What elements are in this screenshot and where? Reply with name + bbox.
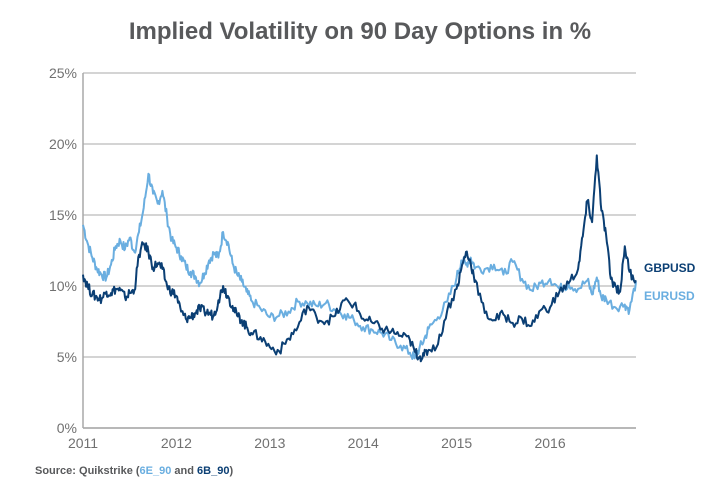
series-lines xyxy=(82,154,637,363)
y-axis-ticks: 0% 5% 10% 15% 20% 25% xyxy=(49,65,77,436)
y-tick-label: 15% xyxy=(49,207,77,223)
x-axis-ticks: 2011 2012 2013 2014 2015 2016 xyxy=(68,435,566,451)
source-note: Source: Quikstrike (6E_90 and 6B_90) xyxy=(35,465,233,477)
x-tick-label: 2013 xyxy=(254,435,285,451)
legend-label-eurusd: EURUSD xyxy=(644,289,695,303)
x-tick-label: 2012 xyxy=(161,435,192,451)
y-tick-label: 0% xyxy=(57,420,77,436)
chart-title: Implied Volatility on 90 Day Options in … xyxy=(128,18,592,45)
gridlines xyxy=(83,72,636,429)
source-eur-code: 6E_90 xyxy=(139,465,172,477)
y-tick-label: 25% xyxy=(49,65,77,81)
y-tick-label: 20% xyxy=(49,136,77,152)
x-tick-label: 2015 xyxy=(441,435,472,451)
source-suffix: ) xyxy=(229,465,234,477)
source-prefix: Source: Quikstrike ( xyxy=(35,465,140,477)
x-tick-label: 2011 xyxy=(68,435,98,451)
source-gbp-code: 6B_90 xyxy=(197,465,230,477)
y-tick-label: 10% xyxy=(49,278,77,294)
y-tick-label: 5% xyxy=(57,349,77,365)
legend: GBPUSD EURUSD xyxy=(644,261,696,303)
x-tick-label: 2014 xyxy=(348,435,379,451)
series-line-eurusd xyxy=(82,172,637,360)
source-middle: and xyxy=(171,465,198,477)
legend-label-gbpusd: GBPUSD xyxy=(644,261,696,275)
x-tick-label: 2016 xyxy=(534,435,565,451)
series-line-gbpusd xyxy=(82,154,637,363)
